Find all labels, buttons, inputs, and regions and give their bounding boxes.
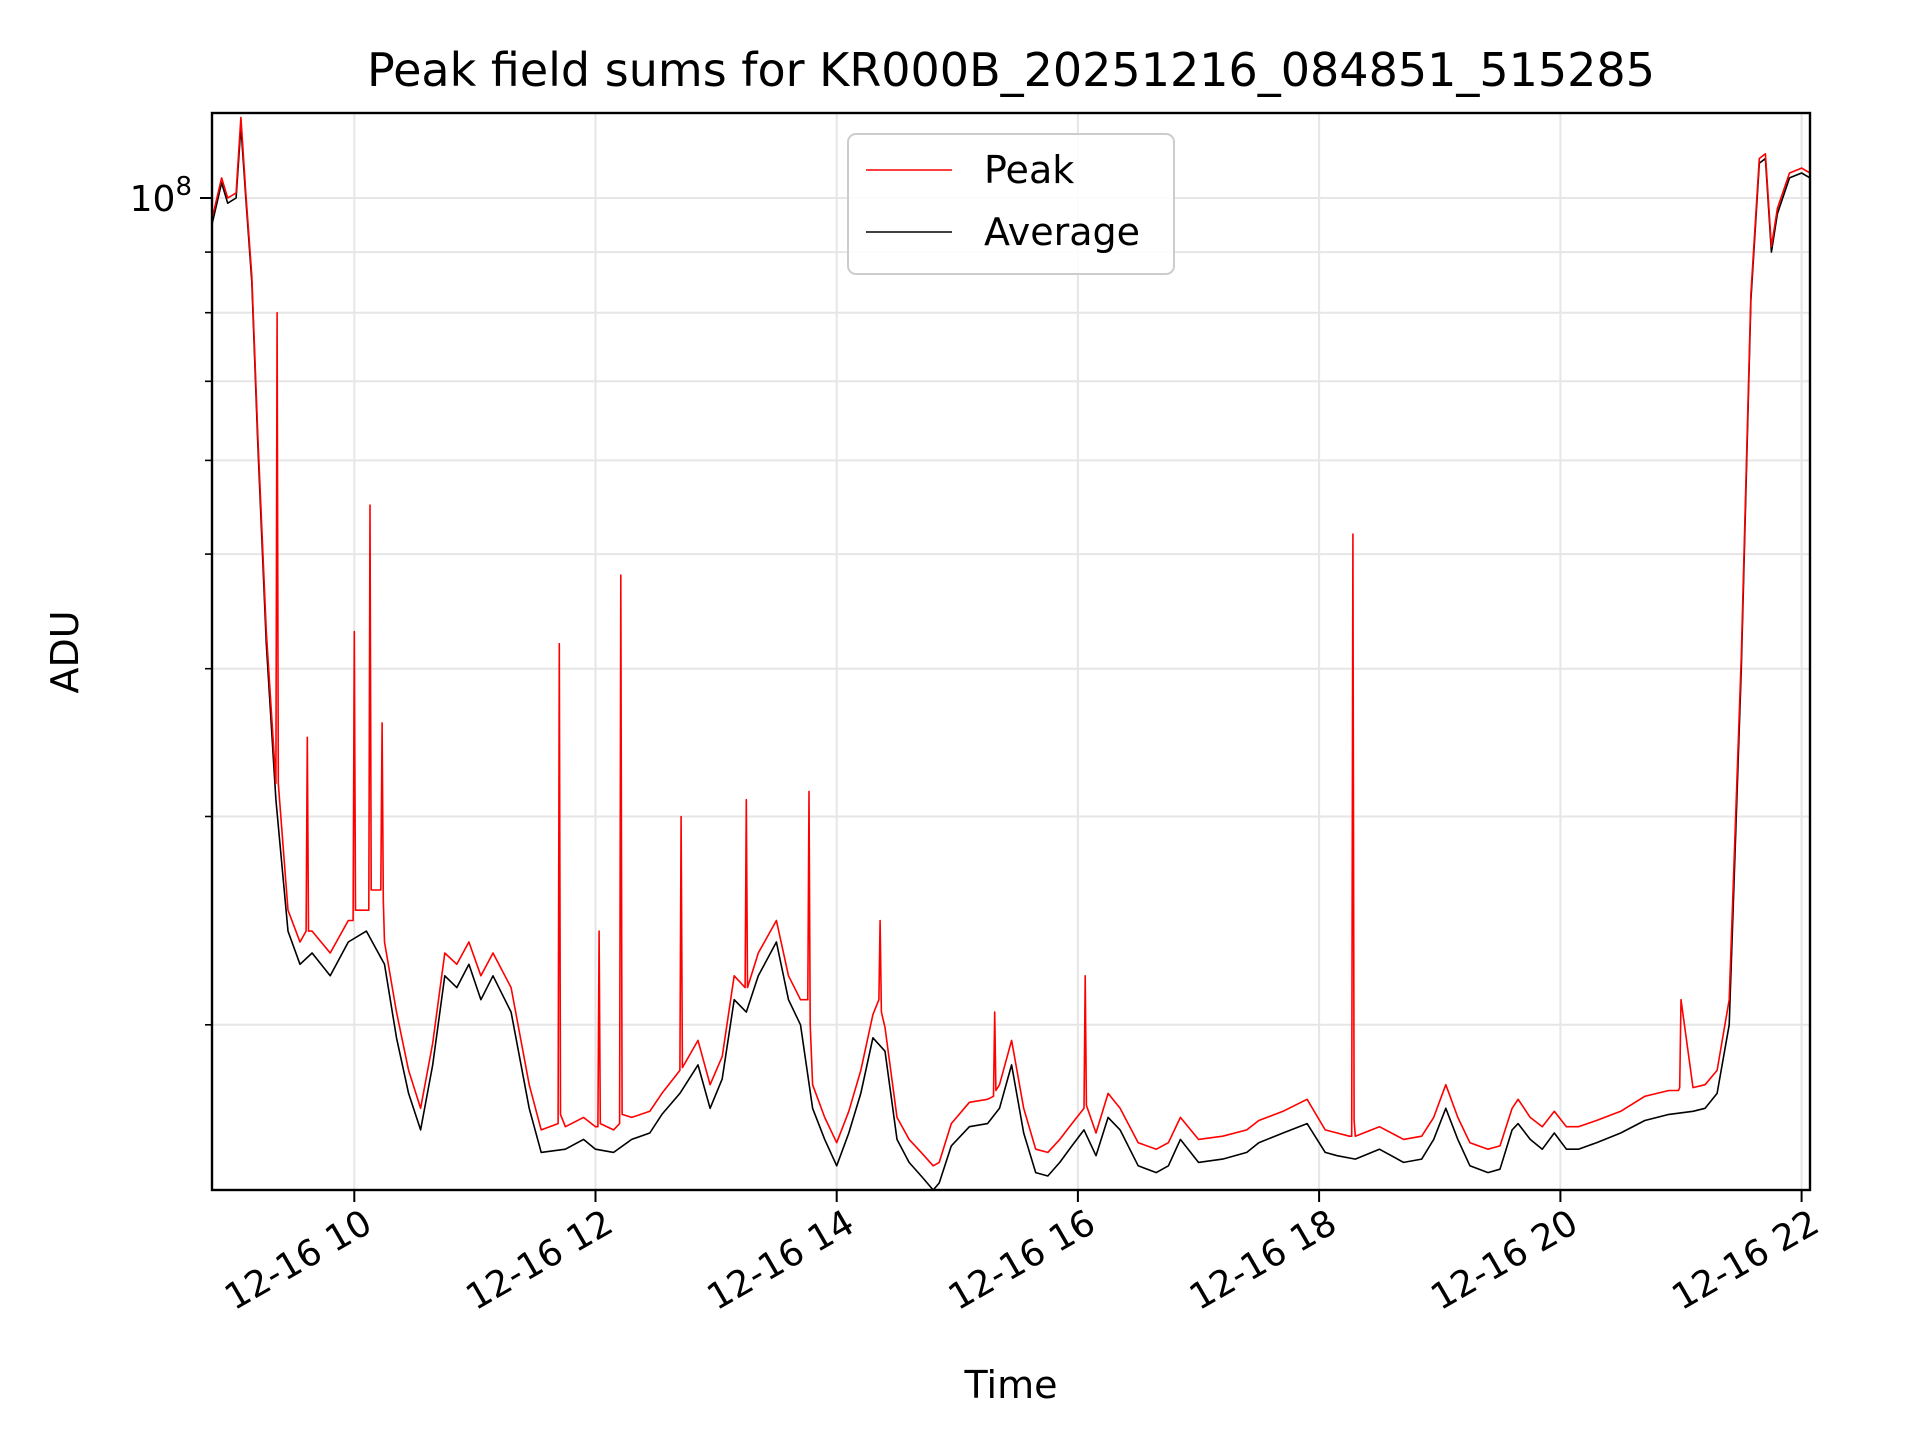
y-tick-label-exponent: 8 [175,172,192,202]
legend-label-peak: Peak [984,148,1074,192]
legend: Peak Average [847,133,1175,275]
y-tick-label: 108 [130,172,192,220]
x-axis-label: Time [964,1363,1058,1407]
legend-label-average: Average [984,210,1140,254]
y-tick-label-base: 10 [130,179,176,220]
chart-title: Peak field sums for KR000B_20251216_0848… [367,43,1655,97]
y-axis-label: ADU [43,610,87,693]
series-line-peak [211,116,1811,1167]
legend-box [847,133,1175,275]
series-layer [211,116,1811,1191]
series-line-average [211,125,1811,1191]
plot-frame [210,111,1812,1192]
